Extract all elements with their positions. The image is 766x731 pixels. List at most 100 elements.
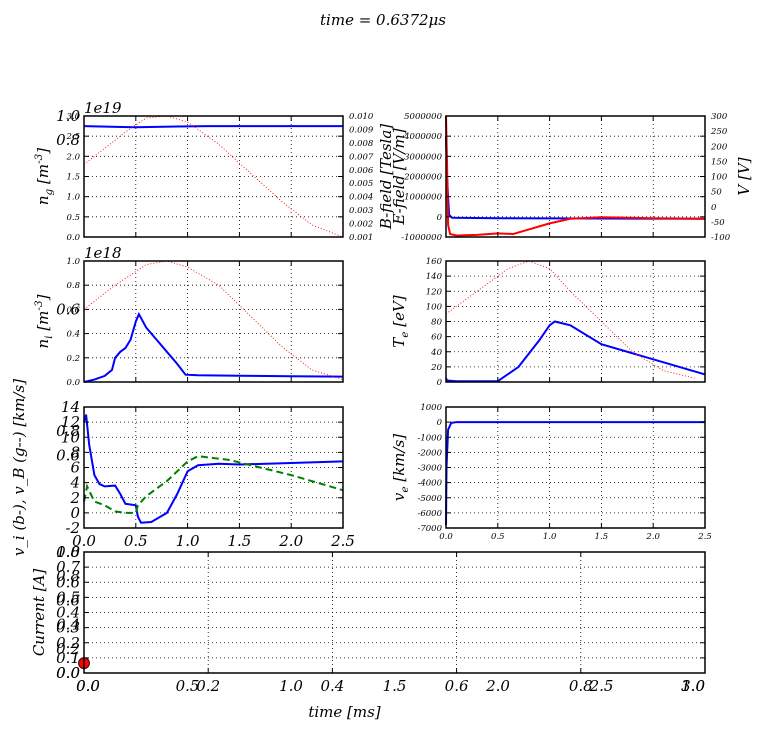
series-ni-1 <box>83 260 344 381</box>
y-label: v_i (b-), v_B (g--) [km/s] <box>10 379 28 556</box>
ytick-label: 6 <box>70 459 80 477</box>
ytick-label: 40 <box>430 348 442 358</box>
ytick-overlay-label: 1.0 <box>56 107 80 125</box>
ytick-label: 1000000 <box>404 193 442 203</box>
xtick-label: 1.0 <box>543 532 557 542</box>
ytick-label: 0.5 <box>66 213 80 223</box>
y2tick-label: 0 <box>711 203 717 213</box>
xtick-label: 0.6 <box>445 677 469 695</box>
series-ng-0 <box>83 125 343 129</box>
xtick-label: 0.5 <box>491 532 505 542</box>
y2tick-label: 0.004 <box>349 193 373 203</box>
ytick-label: 14 <box>61 398 80 416</box>
x-label: time [ms] <box>308 703 380 721</box>
xtick-label: 0.8 <box>569 677 593 695</box>
series-vi-0 <box>83 414 344 524</box>
axis-multiplier: 1e19 <box>84 99 122 117</box>
ytick-label: 0.4 <box>66 330 80 340</box>
y2tick-label: 0.009 <box>349 125 374 135</box>
y2tick-label: 250 <box>710 127 728 137</box>
ytick-overlay-label: 0.8 <box>56 131 80 149</box>
ytick-label: 0.0 <box>56 664 80 682</box>
ytick-label: -7000 <box>417 524 442 534</box>
ytick-label: -3000 <box>417 464 442 474</box>
ytick-overlay-label: 0.8 <box>56 567 80 585</box>
ytick-label: 0.6 <box>66 305 80 315</box>
ytick-label: 3.0 <box>66 112 80 122</box>
ytick-label: 100 <box>426 302 443 312</box>
panel-ve: -7000 -6000 -5000 -4000 -3000 -2000 -1000 0 1000… <box>390 403 712 542</box>
ytick-label: 2000000 <box>403 173 442 183</box>
ytick-label: 8 <box>70 443 80 461</box>
ytick-label: 4000000 <box>403 132 442 142</box>
ytick-label: 1.0 <box>66 193 80 203</box>
xtick-overlay-label: 3.0 <box>681 677 705 695</box>
xtick-label: 2.0 <box>278 532 303 550</box>
ytick-label: 0.2 <box>56 634 80 652</box>
xtick-label: 0.5 <box>124 532 148 550</box>
series-vi-1 <box>83 455 344 514</box>
y2tick-label: -100 <box>711 233 731 243</box>
ytick-label: 0 <box>437 378 443 388</box>
ytick-label: 0.3 <box>56 619 80 637</box>
ytick-label: 80 <box>431 318 442 328</box>
ytick-label: 0.8 <box>56 543 80 561</box>
ytick-label: -2000 <box>417 448 442 458</box>
y2-label: V [V] <box>735 157 753 195</box>
ytick-overlay-label: 0.6 <box>56 591 80 609</box>
ytick-label: 140 <box>426 272 443 282</box>
ytick-overlay-label: 0.2 <box>56 640 80 658</box>
ytick-overlay-label: 0.0 <box>56 664 80 682</box>
panel-current: 0.00.10.20.30.40.50.60.70.80.0 0.2 0.4 0.6 0… <box>30 543 706 721</box>
y2tick-label: 200 <box>710 142 728 152</box>
ytick-label: 0.5 <box>56 588 80 606</box>
xtick-overlay-label: 1.0 <box>279 677 303 695</box>
ytick-label: 2 <box>69 489 80 507</box>
y2tick-label: 100 <box>711 173 728 183</box>
y2tick-label: 0.007 <box>349 152 374 162</box>
y-label: Te [eV] <box>390 295 411 348</box>
ytick-overlay-label: 0.8 <box>56 422 80 440</box>
ytick-label: 0.8 <box>66 281 80 291</box>
series-ni-0 <box>83 311 344 383</box>
series-efield-0 <box>445 136 706 220</box>
ytick-label: -1000000 <box>401 233 442 243</box>
ytick-label: 2.0 <box>65 152 80 162</box>
ytick-label: 0.0 <box>66 378 80 388</box>
y2tick-label: 0.001 <box>349 233 373 243</box>
xtick-overlay-label: 2.0 <box>485 677 510 695</box>
y-label: ng [m-3] <box>33 148 55 205</box>
ytick-label: 0.4 <box>56 604 80 622</box>
ytick-label: 0 <box>70 504 80 522</box>
ytick-label: 10 <box>61 428 81 446</box>
panel-ng: 0.0 0.5 1.0 1.5 2.0 2.5 3.0 0.001 0.002 0.003 0.00… <box>33 99 374 243</box>
y2tick-label: 300 <box>711 112 728 122</box>
y2tick-label: 0.003 <box>349 206 373 216</box>
y-label: E-field [V/m] <box>390 128 408 225</box>
ytick-label: 60 <box>431 333 442 343</box>
y-label-2: B-field [Tesla] <box>377 124 395 230</box>
xtick-label: 1.5 <box>227 532 251 550</box>
ytick-label: 0 <box>437 213 443 223</box>
ytick-label: 1.0 <box>66 257 80 267</box>
y-label: ni [m-3] <box>33 294 55 348</box>
ytick-label: 0.0 <box>66 233 80 243</box>
ytick-label: 1.5 <box>66 173 80 183</box>
ytick-label: -1000 <box>417 433 442 443</box>
xtick-label: 1.5 <box>595 532 609 542</box>
ytick-label: 12 <box>61 413 80 431</box>
ytick-label: -4000 <box>417 479 442 489</box>
ytick-label: 120 <box>426 287 443 297</box>
xtick-overlay-label: 0.5 <box>176 677 200 695</box>
series-efield-1 <box>445 115 706 237</box>
xtick-label: 2.5 <box>330 532 355 550</box>
xtick-label: 1.0 <box>176 532 200 550</box>
ytick-overlay-label: 0.6 <box>56 446 80 464</box>
ytick-label: 3000000 <box>404 152 442 162</box>
ytick-overlay-label: 0.4 <box>56 616 80 634</box>
y2tick-label: 50 <box>711 188 722 198</box>
axis-multiplier: 1e18 <box>84 244 122 262</box>
